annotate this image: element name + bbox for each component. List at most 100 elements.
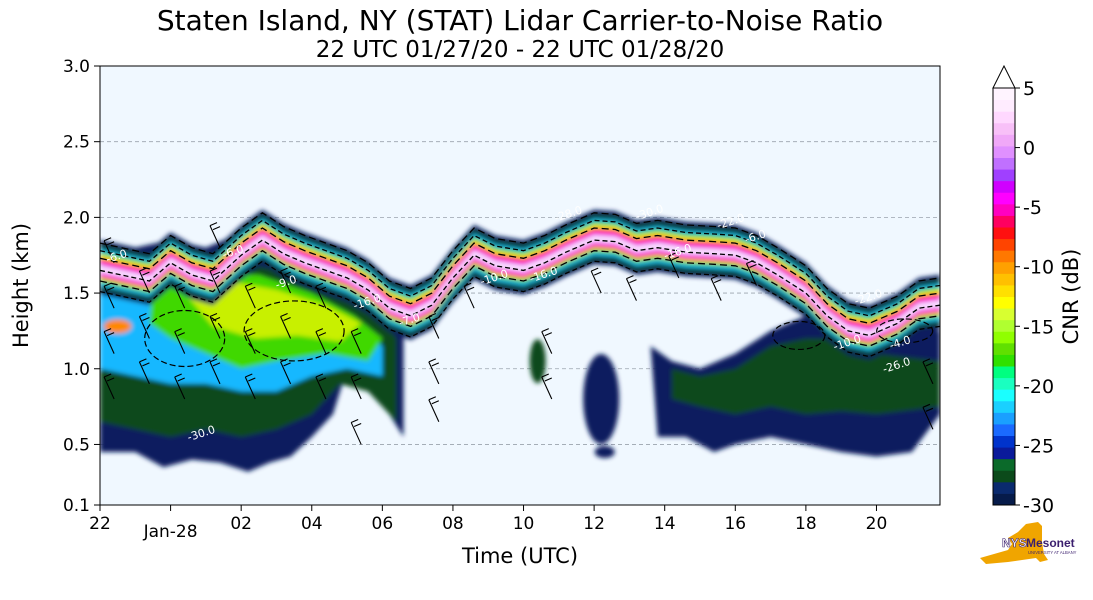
colorbar-extend-arrow	[992, 64, 1016, 89]
y-tick-label: 3.0	[63, 57, 90, 77]
wind-barb	[244, 282, 256, 309]
chart-subtitle: 22 UTC 01/27/20 - 22 UTC 01/28/20	[315, 37, 725, 63]
colorbar-tick-label: -25	[1023, 435, 1054, 457]
y-axis-label: Height (km)	[9, 223, 33, 348]
colorbar-segment	[993, 319, 1015, 332]
wind-barb	[280, 358, 292, 385]
y-tick-label: 2.5	[63, 133, 90, 153]
y-tick-label: 2.0	[63, 208, 90, 228]
wind-barb	[315, 328, 327, 354]
contour-label: -6.0	[221, 242, 245, 261]
wind-barb	[138, 312, 150, 339]
wind-barb	[103, 328, 115, 354]
colorbar-segment	[993, 412, 1015, 425]
colorbar-segment	[993, 88, 1015, 101]
x-tick-label: 16	[724, 514, 746, 534]
contour-line	[100, 212, 940, 309]
colorbar-segment	[993, 215, 1015, 228]
contour-label: -6.0	[743, 227, 767, 246]
contour-line	[100, 260, 940, 358]
colorbar-segment	[993, 145, 1015, 158]
wind-barb	[174, 328, 186, 354]
nys-mesonet-logo: NYS Mesonet UNIVERSITY AT ALBANY	[980, 522, 1077, 564]
colorbar-segment	[993, 227, 1015, 240]
colorbar-segment	[993, 192, 1015, 205]
colorbar-segment	[993, 400, 1015, 413]
colorbar-tick-label: -10	[1023, 257, 1054, 279]
colorbar-segment	[993, 458, 1015, 471]
wind-barb	[280, 267, 292, 294]
plot-frame	[99, 65, 941, 506]
wind-barb	[174, 373, 186, 400]
contour-label: -7.0	[397, 311, 421, 330]
colorbar-segment	[993, 435, 1015, 448]
y-tick-label: 0.5	[63, 435, 90, 455]
colorbar-segment	[993, 389, 1015, 402]
colorbar-segment	[993, 203, 1015, 216]
contour-label: -6.0	[104, 247, 128, 266]
colorbar-frame	[992, 87, 1016, 506]
field-patch-navy	[594, 446, 615, 459]
colorbar-segment	[993, 250, 1015, 263]
contour-line	[100, 239, 940, 337]
wind-barb	[428, 396, 440, 422]
x-tick-label: 02	[230, 514, 252, 534]
x-tick-label: 14	[654, 514, 676, 534]
colorbar-segment	[993, 238, 1015, 251]
wind-barb	[625, 275, 637, 301]
x-tick-label: 10	[513, 514, 535, 534]
band-lilac	[100, 234, 940, 339]
wind-barb	[103, 237, 115, 264]
colorbar-segment	[993, 122, 1015, 135]
wind-barb	[922, 358, 934, 385]
contour-line	[100, 219, 940, 317]
band-white	[100, 236, 940, 337]
colorbar-segment	[993, 377, 1015, 390]
colorbar-segment	[993, 157, 1015, 170]
colorbar-label: CNR (dB)	[1059, 249, 1083, 345]
colorbar-tick-label: -15	[1023, 316, 1054, 338]
wind-barb	[463, 282, 475, 309]
wind-barb	[244, 328, 256, 354]
svg-text:UNIVERSITY AT ALBANY: UNIVERSITY AT ALBANY	[1028, 550, 1077, 555]
field-patch-orange	[103, 319, 132, 334]
wind-barb	[138, 267, 150, 294]
x-tick-label: 08	[442, 514, 464, 534]
colorbar-segment	[993, 366, 1015, 379]
y-tick-label: 1.5	[63, 284, 90, 304]
wind-barb	[174, 282, 186, 309]
contour-line	[144, 309, 226, 368]
contour-line	[772, 320, 826, 351]
colorbar-tick-label: 0	[1023, 138, 1035, 160]
wind-barb	[428, 312, 440, 339]
colorbar-segment	[993, 134, 1015, 147]
colorbar-segment	[993, 99, 1015, 112]
wind-barb	[209, 222, 221, 248]
colorbar-tick-label: -30	[1023, 495, 1054, 517]
colorbar-segment	[993, 481, 1015, 494]
contour-label: -4.0	[888, 333, 912, 352]
wind-barb	[138, 358, 150, 385]
y-tick-label: 1.0	[63, 360, 90, 380]
colorbar-tick-label: -5	[1023, 197, 1042, 219]
colorbar-segment	[993, 354, 1015, 367]
colorbar-segment	[993, 284, 1015, 297]
colorbar-segment	[993, 470, 1015, 483]
wind-barb	[209, 267, 221, 294]
contour-line	[243, 300, 345, 362]
colorbar-segment	[993, 169, 1015, 182]
colorbar-segment	[993, 111, 1015, 124]
wind-barb	[350, 328, 362, 354]
wind-barb	[315, 373, 327, 400]
wind-barb	[541, 373, 553, 400]
contour-line	[100, 227, 940, 324]
colorbar-segment	[993, 308, 1015, 321]
chart-title: Staten Island, NY (STAT) Lidar Carrier-t…	[156, 4, 884, 37]
colorbar-segment	[993, 261, 1015, 274]
svg-text:NYS: NYS	[1002, 536, 1027, 550]
colorbar-tick-label: -20	[1023, 376, 1054, 398]
contour-label: -9.0	[274, 273, 298, 292]
colorbar-segment	[993, 342, 1015, 355]
wind-barb	[428, 358, 440, 385]
